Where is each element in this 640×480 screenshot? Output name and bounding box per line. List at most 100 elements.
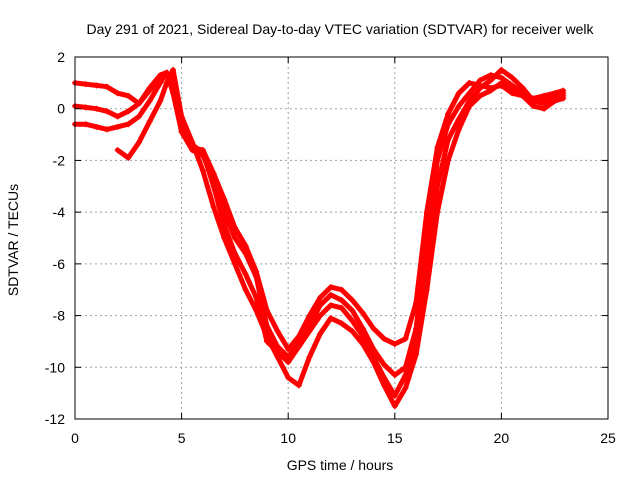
series-3 [72, 66, 567, 399]
chart-title: Day 291 of 2021, Sidereal Day-to-day VTE… [86, 21, 594, 37]
data-point [391, 392, 398, 399]
data-point [402, 384, 409, 391]
y-tick-label: -10 [45, 359, 65, 375]
data-point [125, 92, 132, 99]
data-point [349, 328, 356, 335]
data-point [295, 382, 302, 389]
data-point [157, 79, 164, 86]
data-point [82, 81, 89, 88]
data-point [210, 203, 217, 210]
y-tick-label: -4 [53, 204, 66, 220]
data-point [530, 103, 537, 110]
x-tick-label: 20 [494, 430, 510, 446]
data-point [509, 90, 516, 97]
data-point [509, 74, 516, 81]
data-point [199, 167, 206, 174]
data-point [242, 250, 249, 257]
data-point [391, 341, 398, 348]
data-point [306, 353, 313, 360]
data-point [114, 113, 121, 120]
data-point [114, 147, 121, 154]
data-point [445, 121, 452, 128]
data-point [477, 92, 484, 99]
data-point [370, 325, 377, 332]
data-point [434, 209, 441, 216]
data-point [163, 79, 170, 86]
y-axis-label: SDTVAR / TECUs [5, 184, 21, 296]
data-point [199, 149, 206, 156]
data-point [359, 325, 366, 332]
data-point [306, 312, 313, 319]
data-point [114, 90, 121, 97]
data-point [560, 95, 567, 102]
data-point [434, 157, 441, 164]
data-point [103, 83, 110, 90]
data-point [423, 286, 430, 293]
data-point [103, 126, 110, 133]
data-point [370, 359, 377, 366]
plot-frame [74, 56, 609, 420]
data-point [178, 113, 185, 120]
data-point [359, 333, 366, 340]
y-tick-label: -2 [53, 152, 66, 168]
data-point [455, 126, 462, 133]
data-point [327, 315, 334, 322]
data-point [402, 335, 409, 342]
data-point [327, 302, 334, 309]
data-point [359, 341, 366, 348]
data-point [253, 307, 260, 314]
data-point [498, 66, 505, 73]
data-point [146, 118, 153, 125]
data-point [487, 77, 494, 84]
y-tick-label: -12 [45, 411, 65, 427]
data-point [477, 85, 484, 92]
data-point [455, 103, 462, 110]
y-tick-label: -6 [53, 256, 66, 272]
data-point [285, 359, 292, 366]
data-point [170, 66, 177, 73]
data-point [242, 242, 249, 249]
data-point [413, 351, 420, 358]
data-point [466, 103, 473, 110]
data-point [263, 333, 270, 340]
data-point [338, 304, 345, 311]
data-point [445, 110, 452, 117]
data-point [295, 343, 302, 350]
data-point [391, 372, 398, 379]
data-point [487, 87, 494, 94]
data-point [146, 97, 153, 104]
data-point [445, 157, 452, 164]
data-point [114, 123, 121, 130]
data-point [391, 403, 398, 410]
data-point [519, 92, 526, 99]
data-point [541, 105, 548, 112]
series-4 [114, 66, 567, 410]
data-point [157, 97, 164, 104]
data-point [359, 309, 366, 316]
data-point [338, 286, 345, 293]
data-point [466, 90, 473, 97]
series-line [72, 67, 566, 399]
data-point [135, 100, 142, 107]
data-point [338, 297, 345, 304]
data-point [477, 77, 484, 84]
data-point [93, 123, 100, 130]
data-point [274, 328, 281, 335]
y-tick-label: 2 [57, 49, 65, 65]
data-point [519, 85, 526, 92]
data-point [498, 74, 505, 81]
data-point [231, 260, 238, 267]
data-point [317, 312, 324, 319]
data-point [189, 139, 196, 146]
data-point [93, 82, 100, 89]
data-point [93, 105, 100, 112]
data-point [349, 317, 356, 324]
data-point [466, 79, 473, 86]
y-tick-label: 0 [57, 101, 65, 117]
series-line [115, 67, 566, 409]
x-axis-label: GPS time / hours [287, 457, 394, 473]
grid [75, 57, 608, 419]
